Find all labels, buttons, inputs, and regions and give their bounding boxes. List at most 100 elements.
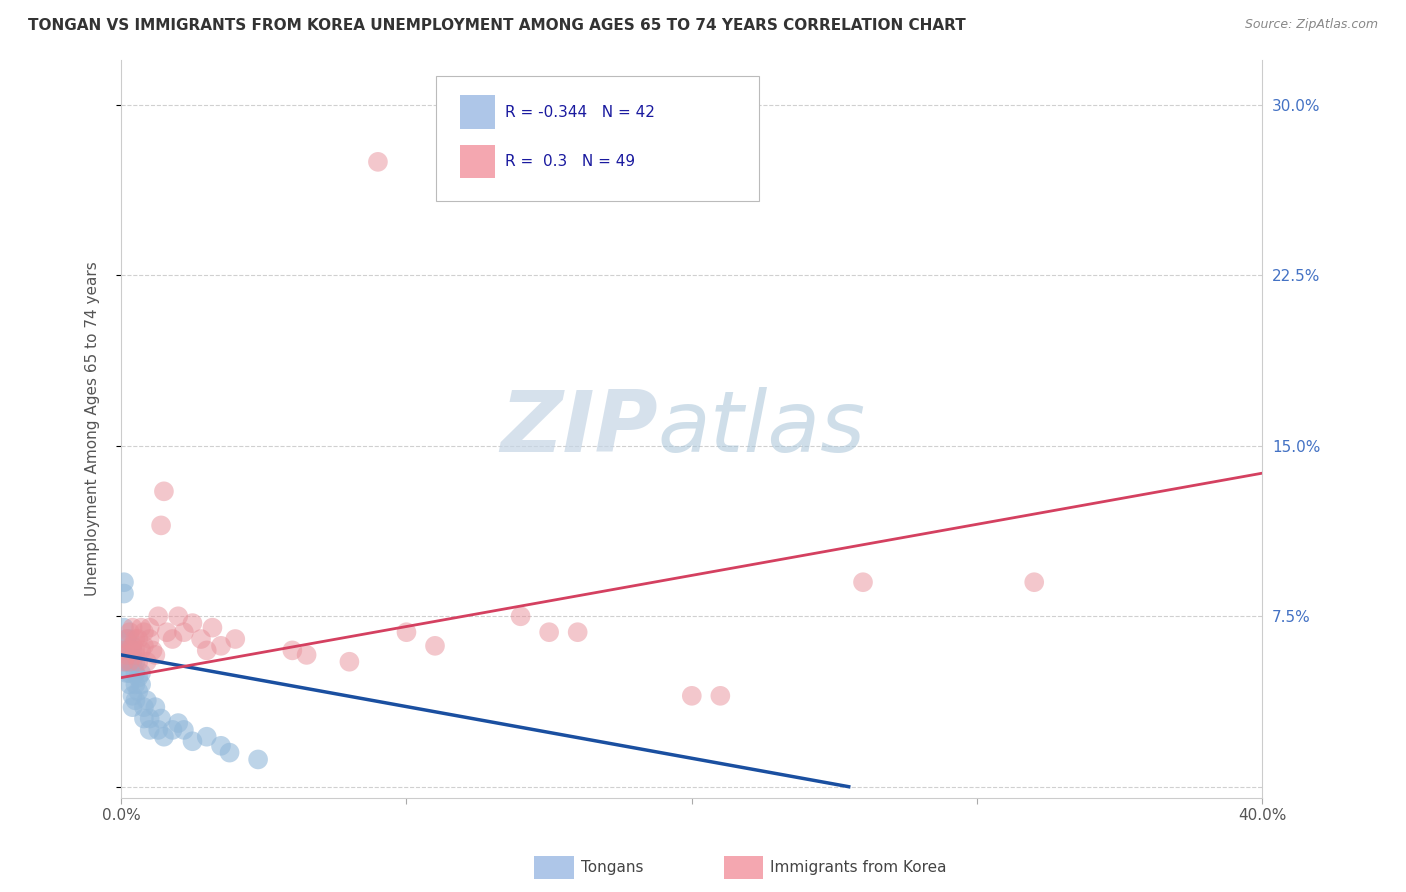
Point <box>141 643 163 657</box>
Point <box>115 655 138 669</box>
Point <box>209 739 232 753</box>
Point <box>124 632 146 646</box>
Point <box>153 484 176 499</box>
Point <box>127 671 149 685</box>
Point <box>247 752 270 766</box>
Point <box>138 632 160 646</box>
Point <box>132 639 155 653</box>
Point <box>124 643 146 657</box>
Point <box>150 712 173 726</box>
Text: Source: ZipAtlas.com: Source: ZipAtlas.com <box>1244 18 1378 31</box>
Text: Tongans: Tongans <box>581 861 643 875</box>
Point <box>118 677 141 691</box>
Point <box>132 625 155 640</box>
Point <box>115 666 138 681</box>
Point <box>121 621 143 635</box>
Point <box>112 575 135 590</box>
Point <box>1024 575 1046 590</box>
Point <box>124 655 146 669</box>
Point <box>190 632 212 646</box>
Point <box>118 625 141 640</box>
Text: TONGAN VS IMMIGRANTS FROM KOREA UNEMPLOYMENT AMONG AGES 65 TO 74 YEARS CORRELATI: TONGAN VS IMMIGRANTS FROM KOREA UNEMPLOY… <box>28 18 966 33</box>
Point <box>112 643 135 657</box>
Point <box>112 586 135 600</box>
Text: R =  0.3   N = 49: R = 0.3 N = 49 <box>505 154 636 169</box>
Point <box>852 575 875 590</box>
Point <box>145 700 167 714</box>
Point <box>201 621 224 635</box>
Point <box>195 730 218 744</box>
Point <box>138 621 160 635</box>
Point <box>118 655 141 669</box>
Point <box>115 632 138 646</box>
Point <box>129 621 152 635</box>
Point <box>395 625 418 640</box>
Point <box>127 632 149 646</box>
Point <box>124 648 146 662</box>
Point <box>181 734 204 748</box>
Point <box>195 643 218 657</box>
Point <box>129 643 152 657</box>
Point <box>115 643 138 657</box>
Point <box>132 712 155 726</box>
Point <box>339 655 361 669</box>
Point <box>367 154 389 169</box>
Text: atlas: atlas <box>658 387 866 470</box>
Point <box>121 655 143 669</box>
Point <box>115 632 138 646</box>
Point <box>129 666 152 681</box>
Point <box>423 639 446 653</box>
Point <box>135 655 157 669</box>
Point <box>138 723 160 737</box>
Point <box>118 632 141 646</box>
Point <box>509 609 531 624</box>
Text: R = -0.344   N = 42: R = -0.344 N = 42 <box>505 105 655 120</box>
Point <box>281 643 304 657</box>
Point <box>148 723 170 737</box>
Point <box>124 666 146 681</box>
Point <box>135 693 157 707</box>
Point <box>121 643 143 657</box>
Point <box>162 723 184 737</box>
Point <box>127 655 149 669</box>
Text: ZIP: ZIP <box>501 387 658 470</box>
Point <box>295 648 318 662</box>
Point <box>138 712 160 726</box>
Point <box>156 625 179 640</box>
Point <box>112 655 135 669</box>
Point <box>118 666 141 681</box>
Point <box>209 639 232 653</box>
Point <box>145 648 167 662</box>
Point <box>118 643 141 657</box>
Point <box>112 621 135 635</box>
Point <box>538 625 561 640</box>
Point <box>112 643 135 657</box>
Text: Immigrants from Korea: Immigrants from Korea <box>770 861 948 875</box>
Point <box>115 648 138 662</box>
Point <box>167 716 190 731</box>
Point <box>681 689 703 703</box>
Point <box>124 693 146 707</box>
Point <box>153 730 176 744</box>
Y-axis label: Unemployment Among Ages 65 to 74 years: Unemployment Among Ages 65 to 74 years <box>86 261 100 596</box>
Point <box>121 639 143 653</box>
Point <box>121 700 143 714</box>
Point <box>167 609 190 624</box>
Point <box>132 700 155 714</box>
Point <box>173 625 195 640</box>
Point <box>150 518 173 533</box>
Point <box>129 677 152 691</box>
Point <box>127 684 149 698</box>
Point <box>709 689 731 703</box>
Point <box>162 632 184 646</box>
Point <box>567 625 589 640</box>
Point <box>224 632 246 646</box>
Point <box>148 609 170 624</box>
Point <box>181 616 204 631</box>
Point <box>173 723 195 737</box>
Point <box>121 689 143 703</box>
Point <box>218 746 240 760</box>
Point <box>115 655 138 669</box>
Point <box>124 677 146 691</box>
Point <box>118 643 141 657</box>
